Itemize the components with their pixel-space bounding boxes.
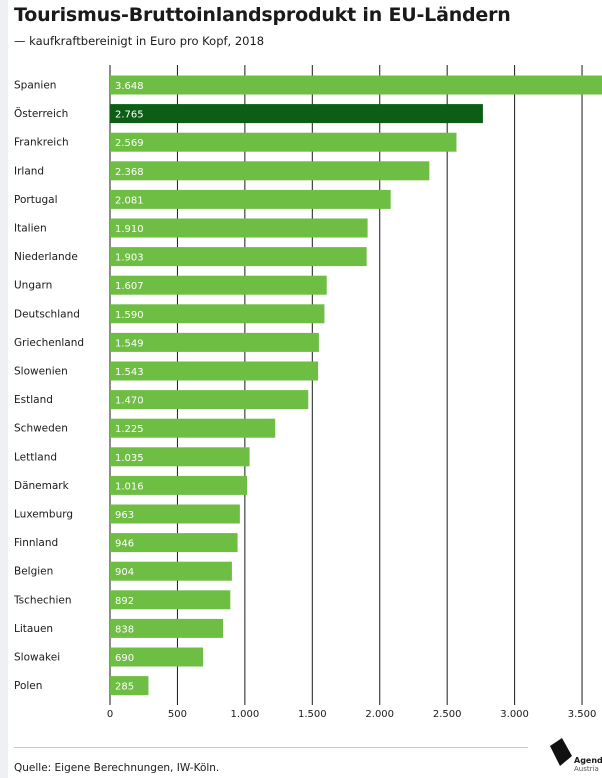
bar xyxy=(110,418,276,438)
bar xyxy=(110,75,602,95)
category-label: Frankreich xyxy=(14,137,69,149)
bar xyxy=(110,332,319,352)
category-label: Tschechien xyxy=(13,594,72,606)
bar-value-label: 2.569 xyxy=(115,138,144,149)
logo-text-line2: Austria xyxy=(574,765,599,773)
category-label: Griechenland xyxy=(14,337,84,349)
bar-value-label: 285 xyxy=(115,682,134,693)
chart-title: Tourismus-Bruttoinlandsprodukt in EU-Län… xyxy=(14,4,511,26)
bar-value-label: 1.470 xyxy=(115,396,144,407)
category-label: Polen xyxy=(14,680,42,692)
left-margin-strip xyxy=(0,0,8,778)
x-tick-label: 500 xyxy=(168,709,187,720)
bar xyxy=(110,361,319,381)
bar xyxy=(110,247,367,267)
category-label: Ungarn xyxy=(14,280,52,292)
category-label: Slowakei xyxy=(14,652,60,664)
bar-chart: 0 500 1.000 1.500 2.000 2.500 3.000 3.500 3.648 S… xyxy=(13,65,602,720)
logo-text-line1: Agenda xyxy=(574,756,602,765)
category-label: Irland xyxy=(14,165,44,177)
bar-value-label: 1.225 xyxy=(115,424,144,435)
bar-value-label: 946 xyxy=(115,539,134,550)
agenda-austria-logo xyxy=(550,738,572,766)
bar-value-label: 1.910 xyxy=(115,224,144,235)
x-tick-label: 2.000 xyxy=(365,709,394,720)
x-tick-label: 2.500 xyxy=(433,709,462,720)
bar xyxy=(110,590,231,610)
bar xyxy=(110,161,430,181)
category-label: Schweden xyxy=(14,423,68,435)
category-label: Italien xyxy=(14,223,47,235)
bar xyxy=(110,475,248,495)
category-label: Dänemark xyxy=(14,480,70,492)
bar-value-label: 1.903 xyxy=(115,253,144,264)
bar xyxy=(110,533,238,553)
category-label: Luxemburg xyxy=(14,509,73,521)
category-label: Slowenien xyxy=(14,366,68,378)
x-tick-label: 0 xyxy=(107,709,113,720)
footer-divider xyxy=(14,747,528,748)
bar-value-label: 1.035 xyxy=(115,453,144,464)
bar-value-label: 2.368 xyxy=(115,167,144,178)
bar xyxy=(110,618,224,638)
x-tick-label: 1.500 xyxy=(298,709,327,720)
category-label: Niederlande xyxy=(14,251,78,263)
bar-value-label: 1.590 xyxy=(115,310,144,321)
bar xyxy=(110,390,309,410)
bar xyxy=(110,275,327,295)
bar xyxy=(110,132,457,152)
category-label: Litauen xyxy=(14,623,53,635)
category-label: Estland xyxy=(14,394,53,406)
bar xyxy=(110,647,204,667)
bar xyxy=(110,189,391,209)
category-label: Portugal xyxy=(14,194,58,206)
bar xyxy=(110,304,325,324)
x-tick-label: 1.000 xyxy=(231,709,260,720)
category-label: Lettland xyxy=(14,451,57,463)
bar xyxy=(110,447,250,467)
category-label: Finnland xyxy=(14,537,58,549)
category-label: Belgien xyxy=(14,566,53,578)
bar-value-label: 690 xyxy=(115,653,134,664)
category-label: Deutschland xyxy=(14,308,80,320)
bar xyxy=(110,676,149,696)
bar xyxy=(110,561,232,581)
bar-value-label: 963 xyxy=(115,510,134,521)
x-tick-label: 3.500 xyxy=(568,709,597,720)
bar-value-label: 1.543 xyxy=(115,367,144,378)
category-label: Österreich xyxy=(14,107,68,120)
bar-value-label: 2.765 xyxy=(115,110,144,121)
x-tick-label: 3.000 xyxy=(500,709,529,720)
bar-value-label: 1.607 xyxy=(115,281,144,292)
category-label: Spanien xyxy=(14,80,56,92)
bar-value-label: 2.081 xyxy=(115,195,144,206)
chart-subtitle: — kaufkraftbereinigt in Euro pro Kopf, 2… xyxy=(14,34,265,48)
source-note: Quelle: Eigene Berechnungen, IW-Köln. xyxy=(14,762,220,774)
bar-value-label: 1.016 xyxy=(115,481,144,492)
bar-value-label: 1.549 xyxy=(115,338,144,349)
bar xyxy=(110,218,368,238)
bar xyxy=(110,504,240,524)
bar xyxy=(110,104,483,124)
bar-value-label: 892 xyxy=(115,596,134,607)
bar-value-label: 3.648 xyxy=(115,81,144,92)
bar-value-label: 904 xyxy=(115,567,134,578)
bar-value-label: 838 xyxy=(115,624,134,635)
